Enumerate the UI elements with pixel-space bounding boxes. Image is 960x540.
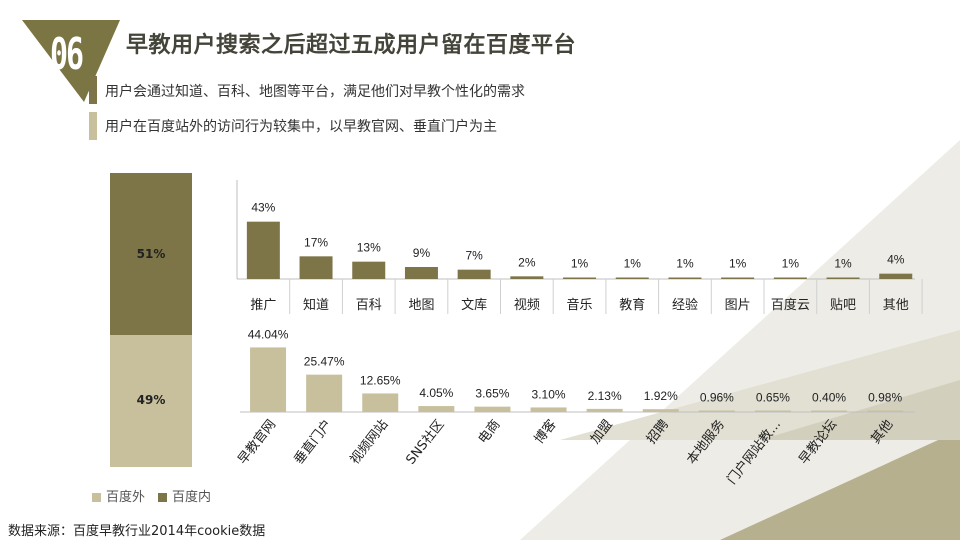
chart1-category-label: 图片 xyxy=(725,298,751,313)
chart1-bar xyxy=(246,221,280,279)
chart2-bar xyxy=(474,406,511,412)
chart2-category-label: 门户网站教... xyxy=(724,417,784,488)
chart2-category-label: SNS社区 xyxy=(403,417,448,468)
chart1-category-label: 经验 xyxy=(672,297,698,313)
chart1-bar xyxy=(457,269,491,279)
section-badge xyxy=(22,20,120,102)
page-title: 早教用户搜索之后超过五成用户留在百度平台 xyxy=(126,33,577,58)
chart2-value-label: 12.65% xyxy=(360,373,401,387)
chart2-category-label: 电商 xyxy=(476,417,504,447)
chart2-value-label: 44.04% xyxy=(248,327,289,341)
chart2-value-label: 0.98% xyxy=(868,391,902,405)
chart1-category-label: 视频 xyxy=(514,298,540,313)
chart1-category-label: 地图 xyxy=(408,298,434,313)
chart2-value-label: 0.96% xyxy=(700,391,734,405)
chart1-value-label: 1% xyxy=(782,257,800,271)
chart1-category-label: 其他 xyxy=(883,298,909,313)
chart1-bar xyxy=(615,277,649,279)
chart1-bar xyxy=(721,277,755,279)
chart1-bar xyxy=(404,267,438,279)
chart1-bar xyxy=(879,273,913,279)
chart1-category-label: 音乐 xyxy=(567,297,593,313)
legend-outside-label: 百度外 xyxy=(106,490,146,505)
chart1-category-label: 百度云 xyxy=(771,297,810,313)
section-number: 06 xyxy=(50,30,84,81)
chart2-category-label: 加盟 xyxy=(588,417,616,447)
chart2-value-label: 0.40% xyxy=(812,391,846,405)
chart1-value-label: 17% xyxy=(304,235,328,249)
chart2-bar xyxy=(362,393,399,412)
chart2-bar xyxy=(867,410,904,412)
legend-swatch-dark xyxy=(158,493,167,502)
chart1-value-label: 43% xyxy=(251,201,275,215)
chart2-category-label: 其他 xyxy=(868,417,896,447)
chart2-value-label: 3.10% xyxy=(532,387,566,401)
chart2-value-label: 1.92% xyxy=(644,389,678,403)
chart2-category-label: 博客 xyxy=(531,417,560,447)
stacked-label-outside: 49% xyxy=(136,393,166,407)
chart1-bar xyxy=(668,277,702,279)
chart2-bar xyxy=(250,347,287,412)
chart1-bar xyxy=(773,277,807,279)
chart1-value-label: 2% xyxy=(518,255,536,269)
chart1-value-label: 1% xyxy=(624,257,642,271)
chart1-category-label: 教育 xyxy=(619,297,645,313)
chart1-value-label: 1% xyxy=(729,257,747,271)
chart2-bar xyxy=(530,407,567,412)
chart1-bar xyxy=(826,277,860,279)
stacked-label-inside: 51% xyxy=(136,247,166,261)
chart1-bar xyxy=(510,276,544,279)
chart1-category-label: 贴吧 xyxy=(830,298,856,313)
chart2-bar xyxy=(754,410,791,412)
legend-outside: 百度外 xyxy=(92,486,145,505)
bullet-marker-light xyxy=(89,112,97,140)
stacked-bar-inside: 51% xyxy=(110,173,192,335)
subtitle-1: 用户会通过知道、百科、地图等平台，满足他们对早教个性化的需求 xyxy=(105,84,525,100)
chart2-value-label: 4.05% xyxy=(419,386,453,400)
chart1-value-label: 1% xyxy=(676,257,694,271)
chart2-category-label: 招聘 xyxy=(644,417,672,447)
chart1-value-label: 1% xyxy=(834,257,852,271)
legend-inside-label: 百度内 xyxy=(172,490,212,505)
bullet-marker-dark xyxy=(89,76,97,104)
chart2-category-label: 垂直门户 xyxy=(291,417,336,468)
chart2-value-label: 25.47% xyxy=(304,355,345,369)
chart2-category-label: 本地服务 xyxy=(683,417,728,468)
chart2-value-label: 3.65% xyxy=(475,387,509,401)
chart2-value-label: 2.13% xyxy=(588,389,622,403)
subtitle-2: 用户在百度站外的访问行为较集中，以早教官网、垂直门户为主 xyxy=(105,119,497,135)
chart2-bar xyxy=(418,406,455,412)
chart2-bar xyxy=(811,410,848,412)
chart1-category-label: 文库 xyxy=(461,297,487,313)
chart2-bar xyxy=(642,409,679,412)
legend-swatch-light xyxy=(92,493,101,502)
chart1-bar xyxy=(563,277,597,279)
chart1-value-label: 4% xyxy=(887,253,905,267)
chart1-value-label: 7% xyxy=(465,249,483,263)
chart1-category-label: 知道 xyxy=(303,297,329,313)
chart2-category-label: 视频网站 xyxy=(348,417,392,467)
data-source: 数据来源：百度早教行业2014年cookie数据 xyxy=(8,524,266,539)
chart1-value-label: 9% xyxy=(413,246,431,260)
chart1-bar xyxy=(352,261,386,279)
legend-inside: 百度内 xyxy=(158,486,211,505)
stacked-bar-outside: 49% xyxy=(110,335,192,467)
chart2-category-label: 早教官网 xyxy=(235,417,280,468)
chart1-bar xyxy=(299,256,333,279)
chart1-category-label: 百科 xyxy=(356,298,382,313)
chart2-bar xyxy=(586,408,623,412)
chart1-value-label: 13% xyxy=(357,241,381,255)
chart2-bar xyxy=(306,374,343,412)
chart2-category-label: 早教论坛 xyxy=(796,417,841,468)
chart1-value-label: 1% xyxy=(571,257,589,271)
chart2-value-label: 0.65% xyxy=(756,391,790,405)
chart2-bar xyxy=(698,410,735,412)
chart1-category-label: 推广 xyxy=(250,298,276,313)
